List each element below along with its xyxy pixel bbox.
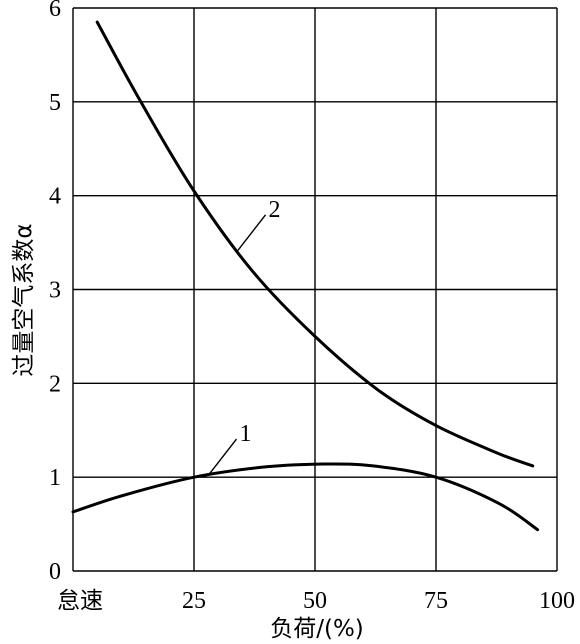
x-tick-label-0: 怠速	[57, 588, 103, 614]
y-tick-label-5: 5	[49, 90, 61, 116]
y-tick-label-3: 3	[49, 278, 61, 304]
x-tick-label-75: 75	[424, 588, 448, 614]
series-line-2	[95, 20, 535, 468]
series-label-2: 2	[269, 197, 281, 223]
y-tick-label-2: 2	[49, 371, 61, 397]
series-line-1	[71, 462, 540, 532]
series-annotations: 12	[207, 197, 281, 476]
y-tick-label-1: 1	[49, 465, 61, 491]
y-tick-label-4: 4	[49, 184, 61, 210]
x-tick-label-25: 25	[182, 588, 206, 614]
y-tick-label-6: 6	[49, 0, 61, 22]
x-axis-label: 负荷/(%)	[270, 616, 364, 642]
y-tick-label-0: 0	[49, 559, 61, 585]
leader-line-1	[207, 438, 238, 476]
series-label-1: 1	[240, 421, 252, 447]
grid-layer	[72, 7, 558, 572]
leader-line-2	[237, 214, 267, 252]
x-tick-label-50: 50	[303, 588, 327, 614]
y-axis-label: 过量空气系数α	[11, 223, 37, 376]
x-tick-label-100: 100	[539, 588, 575, 614]
series-layer	[71, 20, 540, 532]
